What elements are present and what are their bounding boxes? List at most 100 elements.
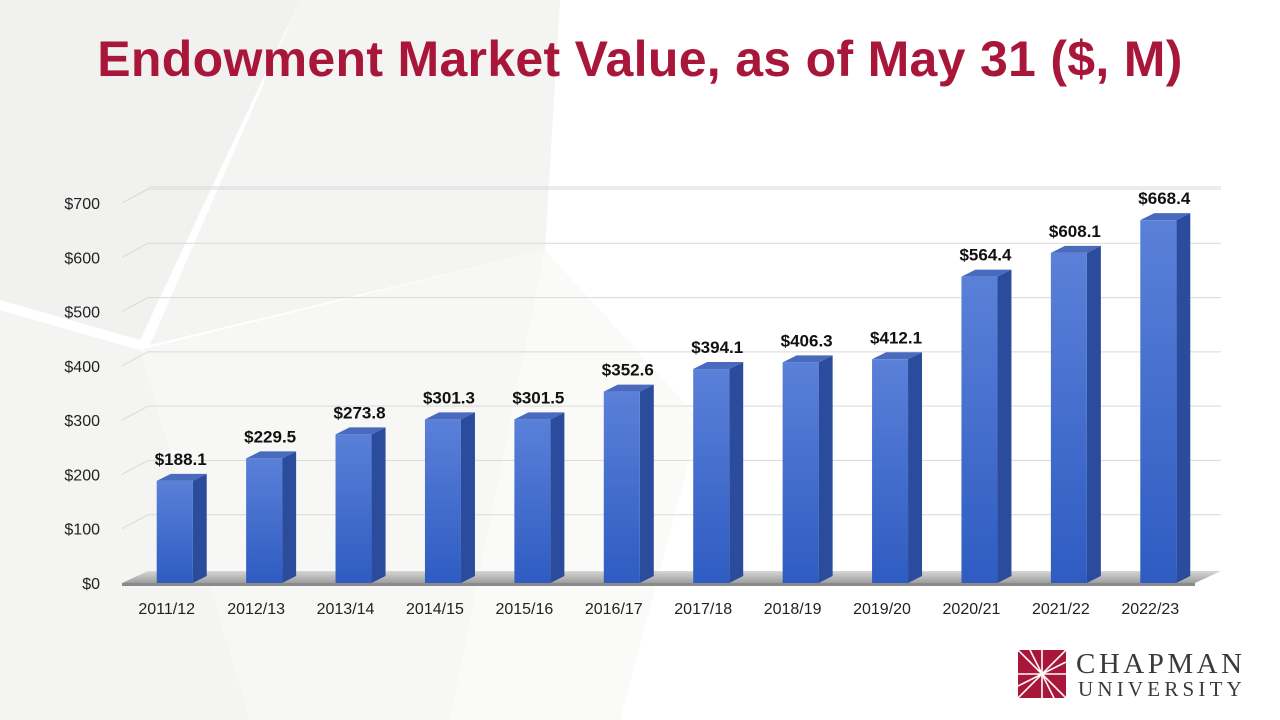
gridline-diag-400 xyxy=(121,351,149,367)
data-label: $412.1 xyxy=(870,328,922,347)
bar-top xyxy=(246,451,297,459)
logo-name-line1: CHAPMAN xyxy=(1076,648,1246,680)
data-label: $301.5 xyxy=(512,388,564,407)
data-label: $668.4 xyxy=(1138,189,1191,208)
bar-side xyxy=(639,384,654,583)
y-tick-label: $0 xyxy=(82,576,100,593)
bar-top xyxy=(603,384,654,392)
bar-2021/22 xyxy=(1050,245,1101,584)
gridline-diag-700 xyxy=(121,188,149,204)
bar-top xyxy=(961,269,1012,277)
y-axis-ticks: $0 $100 $200 $300 $400 $500 $600 $700 xyxy=(64,196,100,593)
bars xyxy=(156,213,1191,584)
bar-front xyxy=(246,458,283,583)
x-tick-label: 2020/21 xyxy=(943,601,1001,618)
y-tick-label: $700 xyxy=(64,196,100,213)
bar-front xyxy=(335,434,372,583)
bar-side xyxy=(818,355,833,583)
y-tick-label: $300 xyxy=(64,413,100,430)
slide-title: Endowment Market Value, as of May 31 ($,… xyxy=(97,31,1183,87)
x-tick-label: 2018/19 xyxy=(764,601,822,618)
logo-mark-icon xyxy=(1018,650,1066,698)
bar-side xyxy=(460,412,475,583)
chart-floor xyxy=(122,571,1221,586)
data-label: $273.8 xyxy=(334,403,386,422)
data-label: $406.3 xyxy=(781,331,833,350)
floor-edge xyxy=(122,583,1195,586)
x-tick-label: 2022/23 xyxy=(1121,601,1179,618)
bar-top xyxy=(514,412,565,420)
y-tick-label: $200 xyxy=(64,467,100,484)
bar-top xyxy=(424,412,475,420)
bar-front xyxy=(603,391,640,583)
bar-2013/14 xyxy=(335,427,386,583)
bar-front xyxy=(1140,220,1177,583)
bar-front xyxy=(424,419,461,583)
x-tick-label: 2015/16 xyxy=(495,601,553,618)
bar-side xyxy=(1086,245,1101,584)
bar-side xyxy=(1176,213,1191,583)
bar-side xyxy=(908,352,923,583)
x-tick-label: 2014/15 xyxy=(406,601,464,618)
bar-front xyxy=(1050,252,1087,584)
gridlines xyxy=(121,186,1221,530)
data-label: $229.5 xyxy=(244,427,296,446)
gridline-diag-200 xyxy=(121,459,149,475)
bar-2011/12 xyxy=(156,473,207,583)
bar-top xyxy=(693,362,744,370)
x-axis-ticks: 2011/12 2012/13 2013/14 2014/15 2015/16 2016/… xyxy=(138,601,1179,618)
data-labels: $188.1 $229.5 $273.8 $301.3 $301.5 $352.6 $394… xyxy=(155,189,1191,469)
bar-top xyxy=(872,352,923,360)
bar-front xyxy=(872,359,909,583)
x-tick-label: 2021/22 xyxy=(1032,601,1090,618)
bar-top xyxy=(782,355,833,363)
x-tick-label: 2011/12 xyxy=(138,601,195,618)
chapman-university-logo: CHAPMAN UNIVERSITY xyxy=(1018,648,1258,702)
bar-2022/23 xyxy=(1140,213,1191,583)
x-tick-label: 2019/20 xyxy=(853,601,911,618)
y-tick-label: $500 xyxy=(64,305,100,322)
data-label: $394.1 xyxy=(691,338,743,357)
bar-side xyxy=(282,451,297,583)
y-tick-label: $400 xyxy=(64,359,100,376)
data-label: $301.3 xyxy=(423,388,475,407)
gridline-diag-300 xyxy=(121,405,149,421)
bar-front xyxy=(156,480,193,583)
bar-side xyxy=(997,269,1012,583)
bar-2017/18 xyxy=(693,362,744,583)
bar-top xyxy=(335,427,386,435)
data-label: $188.1 xyxy=(155,450,207,469)
bar-side xyxy=(550,412,565,583)
bar-front xyxy=(782,362,819,583)
bar-2014/15 xyxy=(424,412,475,583)
bar-top xyxy=(1140,213,1191,221)
bar-top xyxy=(156,473,207,481)
logo-name-line2: UNIVERSITY xyxy=(1078,677,1246,701)
bar-2015/16 xyxy=(514,412,565,583)
data-label: $564.4 xyxy=(959,246,1012,265)
bar-2016/17 xyxy=(603,384,654,583)
bar-front xyxy=(514,419,551,583)
floor-top xyxy=(122,571,1221,583)
bar-side xyxy=(192,473,207,583)
bar-2018/19 xyxy=(782,355,833,583)
x-tick-label: 2017/18 xyxy=(674,601,732,618)
x-tick-label: 2012/13 xyxy=(227,601,285,618)
data-label: $352.6 xyxy=(602,361,654,380)
gridline-diag-500 xyxy=(121,297,149,313)
bar-2020/21 xyxy=(961,269,1012,583)
bar-2019/20 xyxy=(872,352,923,583)
x-tick-label: 2016/17 xyxy=(585,601,643,618)
data-label: $608.1 xyxy=(1049,222,1101,241)
bar-2012/13 xyxy=(246,451,297,583)
bar-side xyxy=(371,427,386,583)
bar-front xyxy=(961,276,998,583)
bar-top xyxy=(1050,245,1101,253)
y-tick-label: $600 xyxy=(64,250,100,267)
y-tick-label: $100 xyxy=(64,522,100,539)
gridline-diag-100 xyxy=(121,514,149,530)
x-tick-label: 2013/14 xyxy=(317,601,375,618)
gridline-diag-600 xyxy=(121,242,149,258)
bar-side xyxy=(729,362,744,583)
